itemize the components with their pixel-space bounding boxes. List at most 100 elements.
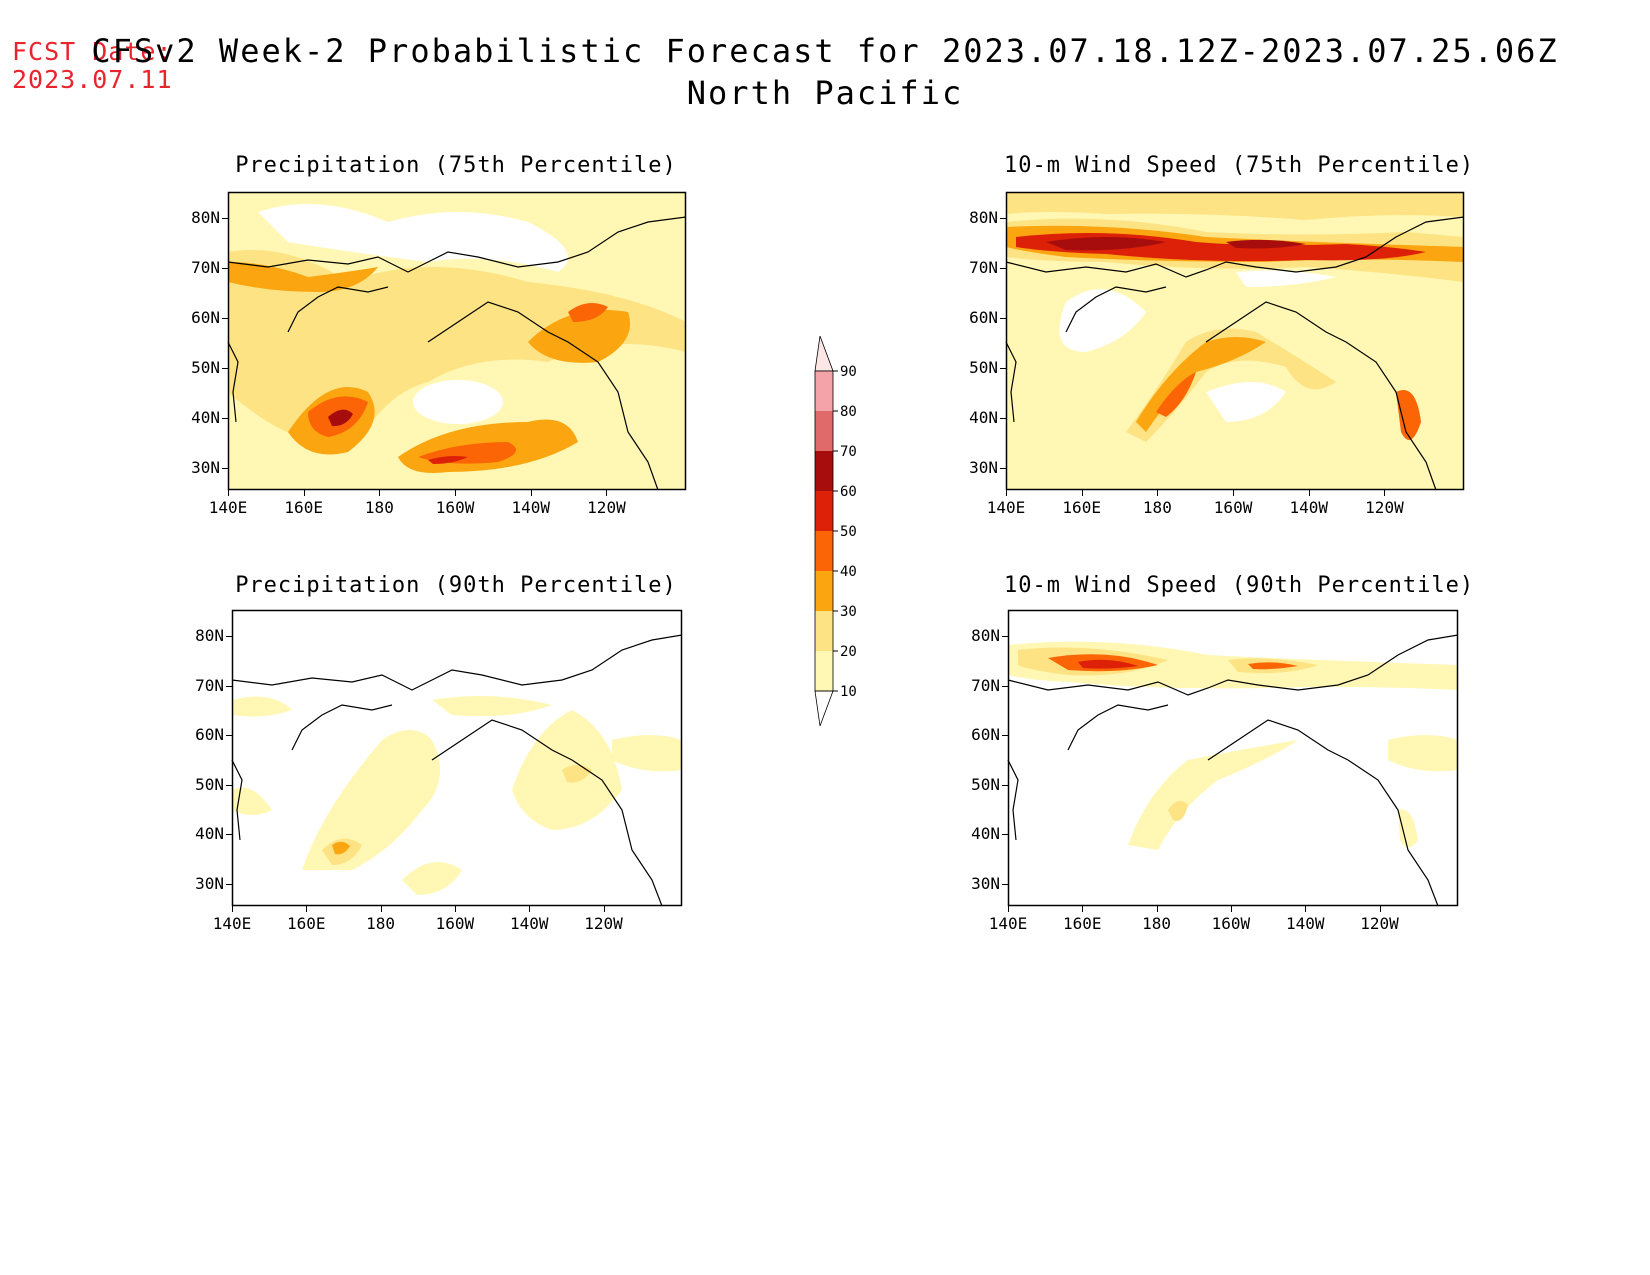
- colorbar-box: [815, 611, 833, 651]
- panel-title-precip-90: Precipitation (90th Percentile): [235, 573, 677, 598]
- lon-tick-mark: [306, 906, 308, 912]
- colorbar-level-label: 80: [840, 404, 857, 420]
- colorbar-level-label: 10: [840, 684, 857, 700]
- lat-tick-mark: [226, 784, 232, 786]
- lon-tick-mark: [1379, 906, 1381, 912]
- colorbar-box: [815, 571, 833, 611]
- colorbar-top-triangle: [814, 335, 834, 372]
- lon-tick-label: 160W: [1211, 914, 1251, 933]
- lon-tick-label: 160W: [435, 914, 475, 933]
- lon-tick-mark: [1156, 906, 1158, 912]
- lon-tick-mark: [379, 490, 381, 496]
- forecast-date-value: 2023.07.11: [12, 65, 173, 94]
- lon-tick-mark: [1384, 490, 1386, 496]
- panel-title-precip-75: Precipitation (75th Percentile): [235, 153, 677, 178]
- lat-tick-label: 80N: [971, 626, 1000, 645]
- colorbar-level-label: 90: [840, 364, 857, 380]
- lat-tick-mark: [1002, 735, 1008, 737]
- lon-tick-mark: [1305, 906, 1307, 912]
- lon-tick-mark: [303, 490, 305, 496]
- lat-tick-label: 60N: [191, 308, 220, 327]
- colorbar-box: [815, 491, 833, 531]
- lon-tick-label: 160W: [435, 498, 475, 517]
- colorbar-level-label: 20: [840, 644, 857, 660]
- lon-tick-label: 120W: [1360, 914, 1399, 933]
- lon-tick-mark: [454, 906, 456, 912]
- lon-tick-label: 140E: [988, 914, 1028, 933]
- colorbar-box: [815, 531, 833, 571]
- lon-tick-label: 180: [1142, 498, 1172, 517]
- lat-tick-mark: [1002, 636, 1008, 637]
- lon-tick-label: 140W: [1285, 914, 1325, 933]
- map-wind-75: [1005, 191, 1465, 491]
- colorbar-level-label: 50: [840, 524, 857, 540]
- lon-tick-mark: [1008, 906, 1009, 912]
- lon-tick-mark: [455, 490, 457, 496]
- lat-tick-label: 50N: [191, 358, 220, 377]
- lat-tick-label: 80N: [195, 626, 224, 645]
- colorbar-level-label: 70: [840, 444, 857, 460]
- lat-tick-mark: [222, 218, 228, 219]
- lat-tick-mark: [226, 735, 232, 737]
- lat-tick-label: 30N: [191, 458, 220, 477]
- colorbar-level-label: 30: [840, 604, 857, 620]
- colorbar-bottom-triangle: [814, 690, 834, 727]
- title-line-1: CFSv2 Week-2 Probabilistic Forecast for …: [91, 32, 1559, 70]
- lat-tick-mark: [222, 318, 228, 319]
- lon-tick-label: 120W: [1365, 498, 1404, 517]
- forecast-date-label: FCST Date:: [12, 37, 173, 66]
- lat-tick-mark: [1002, 784, 1008, 786]
- colorbar-box: [815, 451, 833, 491]
- lat-tick-label: 80N: [191, 208, 220, 227]
- map-precip-75: [227, 191, 687, 491]
- colorbar-scale: 90 80 70 60 50 40 30 20 10: [814, 335, 857, 727]
- lon-tick-label: 180: [364, 498, 394, 517]
- lat-tick-label: 50N: [971, 774, 1000, 794]
- lat-tick-label: 30N: [969, 458, 998, 477]
- lat-tick-mark: [1002, 884, 1008, 885]
- lon-tick-label: 140W: [509, 914, 549, 933]
- colorbar-level-label: 60: [840, 484, 857, 500]
- lat-tick-label: 50N: [969, 358, 998, 377]
- lat-tick-mark: [1002, 834, 1008, 836]
- lon-tick-mark: [1230, 906, 1232, 912]
- lat-tick-mark: [1000, 418, 1006, 419]
- lat-tick-mark: [1000, 318, 1006, 319]
- map-wind-90: [1007, 609, 1459, 907]
- title-line-2: North Pacific: [686, 74, 964, 112]
- lat-tick-label: 30N: [971, 874, 1000, 893]
- lat-tick-label: 60N: [971, 725, 1000, 745]
- lon-tick-mark: [232, 906, 233, 912]
- lat-tick-mark: [1002, 685, 1008, 687]
- lon-tick-mark: [228, 490, 229, 496]
- lat-tick-label: 70N: [971, 675, 1000, 695]
- lat-tick-mark: [226, 834, 232, 836]
- colorbar-box: [815, 651, 833, 691]
- lat-tick-mark: [1000, 268, 1006, 269]
- lon-tick-mark: [529, 906, 531, 912]
- lon-tick-mark: [380, 906, 382, 912]
- lat-tick-label: 40N: [971, 824, 1000, 844]
- lon-tick-label: 180: [366, 914, 396, 933]
- lon-tick-label: 140W: [511, 498, 551, 517]
- lat-tick-label: 40N: [191, 408, 220, 427]
- lat-tick-mark: [1000, 368, 1006, 369]
- colorbar-box: [815, 371, 833, 411]
- lat-tick-label: 50N: [195, 774, 224, 794]
- lat-tick-mark: [226, 685, 232, 687]
- lon-tick-label: 140E: [208, 498, 248, 517]
- lat-tick-label: 70N: [195, 675, 224, 695]
- lat-tick-label: 70N: [969, 258, 998, 277]
- lat-tick-label: 30N: [195, 874, 224, 893]
- panel-title-wind-90: 10-m Wind Speed (90th Percentile): [1004, 573, 1475, 598]
- lat-tick-label: 80N: [969, 208, 998, 227]
- lat-tick-mark: [222, 368, 228, 369]
- panel-title-wind-75: 10-m Wind Speed (75th Percentile): [1004, 153, 1475, 178]
- lon-tick-label: 160E: [1063, 914, 1102, 933]
- lat-tick-label: 60N: [195, 725, 224, 745]
- lon-tick-label: 120W: [587, 498, 626, 517]
- lat-tick-label: 70N: [191, 258, 220, 277]
- lat-tick-mark: [222, 418, 228, 419]
- lon-tick-mark: [1157, 490, 1159, 496]
- lon-tick-label: 140E: [212, 914, 252, 933]
